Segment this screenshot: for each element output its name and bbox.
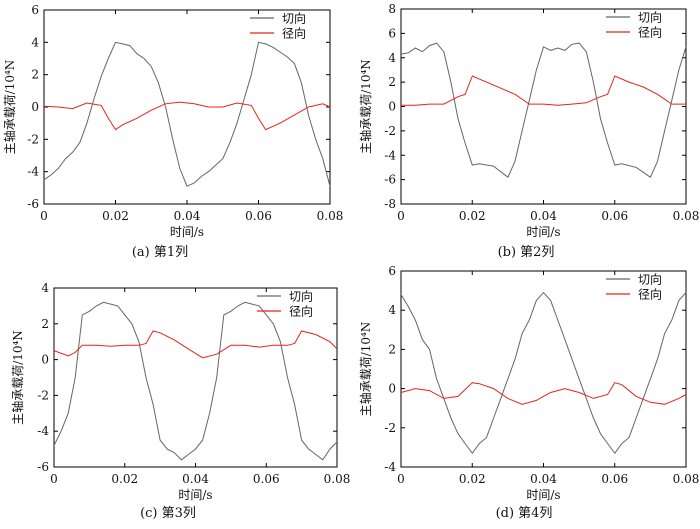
x-tick-label: 0.08 — [317, 209, 344, 223]
legend-label: 径向 — [289, 304, 313, 319]
y-tick-label: 2 — [388, 75, 396, 89]
x-tick-label: 0.06 — [601, 209, 628, 223]
series-line-radial — [400, 382, 687, 405]
y-tick-label: 6 — [388, 264, 396, 278]
panel-caption: (a) 第1列 — [132, 245, 188, 260]
x-axis-label: 时间/s — [526, 225, 560, 239]
x-tick-label: 0 — [397, 472, 405, 486]
y-axis-label: 主轴承载荷/10⁴N — [358, 322, 373, 417]
y-tick-label: 2 — [388, 342, 396, 356]
legend-label: 切向 — [638, 10, 662, 25]
x-tick-label: 0.02 — [111, 472, 138, 486]
x-tick-label: 0.04 — [530, 209, 557, 223]
x-tick-label: 0.06 — [253, 472, 280, 486]
y-tick-label: -4 — [37, 424, 49, 438]
x-tick-label: 0.06 — [245, 209, 272, 223]
y-tick-label: 4 — [41, 281, 49, 295]
legend-label: 切向 — [282, 11, 306, 26]
x-tick-label: 0 — [397, 209, 405, 223]
panel-c: 0 0.02 0.04 0.06 0.08 -6 -4 -2 0 2 4 时间/s 主轴承载荷/10⁴N… — [10, 281, 350, 521]
x-axis-label: 时间/s — [170, 225, 204, 239]
panel-b: 0 0.02 0.04 0.06 0.08 -8 -6 -4 -2 0 2 4 6 8 时间/s 主轴承载荷/… — [358, 2, 699, 260]
panel-d: 0 0.02 0.04 0.06 0.08 -4 -2 0 2 4 6 时间/s 主轴承载荷/10⁴N 切… — [358, 264, 699, 521]
x-tick-label: 0.06 — [601, 472, 628, 486]
x-tick-label: 0 — [50, 472, 58, 486]
legend-label: 切向 — [289, 289, 313, 304]
y-tick-label: 4 — [388, 303, 396, 317]
y-tick-label: 0 — [31, 100, 39, 114]
x-tick-label: 0.08 — [673, 472, 700, 486]
y-tick-label: -2 — [384, 421, 396, 435]
legend-label: 径向 — [638, 287, 662, 302]
y-axis-label: 主轴承载荷/10⁴N — [358, 59, 373, 154]
y-tick-label: -2 — [27, 132, 39, 146]
y-tick-label: -8 — [384, 197, 396, 211]
y-tick-label: 8 — [388, 2, 396, 16]
panel-a: 0 0.02 0.04 0.06 0.08 -6 -4 -2 0 2 4 6 时间/s 主轴承载荷/10⁴… — [2, 3, 343, 260]
x-tick-label: 0.04 — [174, 209, 201, 223]
x-axis-label: 时间/s — [526, 488, 560, 502]
x-tick-label: 0.04 — [182, 472, 209, 486]
series-line-tangential — [43, 41, 331, 187]
panel-caption: (c) 第3列 — [140, 506, 196, 521]
x-tick-label: 0.02 — [102, 209, 129, 223]
x-tick-label: 0.08 — [324, 472, 351, 486]
y-tick-label: 0 — [388, 100, 396, 114]
y-tick-label: 4 — [31, 35, 39, 49]
legend-label: 切向 — [638, 272, 662, 287]
panel-caption: (d) 第4列 — [496, 506, 553, 521]
x-tick-label: 0.02 — [459, 209, 486, 223]
y-tick-label: 6 — [31, 3, 39, 17]
y-tick-label: -4 — [27, 165, 39, 179]
y-tick-label: -6 — [37, 460, 49, 474]
x-tick-label: 0.02 — [459, 472, 486, 486]
y-axis-label: 主轴承载荷/10⁴N — [2, 60, 17, 155]
y-axis-label: 主轴承载荷/10⁴N — [10, 330, 25, 425]
series-line-tangential — [53, 301, 338, 461]
x-tick-label: 0 — [40, 209, 48, 223]
y-tick-label: -2 — [384, 124, 396, 138]
y-tick-label: 2 — [31, 68, 39, 82]
legend-label: 径向 — [282, 26, 306, 41]
x-tick-label: 0.04 — [530, 472, 557, 486]
y-tick-label: -2 — [37, 388, 49, 402]
series-line-radial — [53, 330, 338, 359]
y-tick-label: 0 — [388, 382, 396, 396]
y-tick-label: 6 — [388, 26, 396, 40]
y-tick-label: 4 — [388, 51, 396, 65]
series-line-radial — [43, 101, 331, 131]
series-line-radial — [401, 75, 686, 106]
y-tick-label: -6 — [384, 173, 396, 187]
x-tick-label: 0.08 — [673, 209, 700, 223]
y-tick-label: -4 — [384, 148, 396, 162]
series-line-tangential — [400, 291, 687, 455]
y-tick-label: 2 — [41, 317, 49, 331]
panel-caption: (b) 第2列 — [498, 245, 555, 260]
y-tick-label: 0 — [41, 353, 49, 367]
legend-label: 径向 — [638, 25, 662, 40]
y-tick-label: -6 — [27, 197, 39, 211]
x-axis-label: 时间/s — [178, 488, 212, 502]
series-line-tangential — [400, 42, 687, 178]
y-tick-label: -4 — [384, 460, 396, 474]
